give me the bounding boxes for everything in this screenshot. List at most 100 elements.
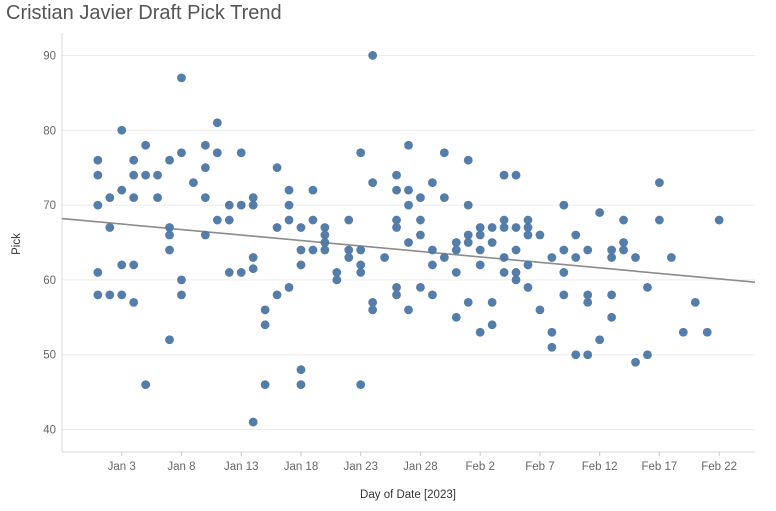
- data-point: [272, 290, 282, 300]
- data-point: [189, 178, 198, 188]
- data-point: [153, 193, 162, 203]
- data-point: [619, 245, 628, 255]
- data-point: [177, 275, 186, 285]
- data-point: [224, 200, 234, 210]
- data-point: [666, 253, 676, 262]
- data-point: [105, 193, 115, 203]
- data-point: [499, 268, 509, 277]
- data-point: [427, 245, 437, 255]
- data-point: [236, 148, 246, 158]
- data-point: [404, 140, 413, 150]
- data-point: [392, 282, 401, 292]
- data-point: [499, 170, 509, 180]
- data-point: [655, 178, 664, 188]
- data-point: [404, 200, 413, 210]
- data-point: [439, 148, 449, 158]
- data-point: [356, 245, 366, 255]
- data-point: [595, 335, 605, 345]
- x-tick-label: Feb 17: [642, 461, 678, 473]
- data-point: [248, 417, 258, 427]
- data-point: [523, 282, 533, 292]
- data-point: [499, 253, 509, 262]
- data-point: [392, 185, 401, 195]
- data-point: [177, 290, 186, 300]
- data-point: [320, 238, 330, 247]
- data-point: [643, 282, 652, 292]
- data-point: [117, 185, 127, 195]
- data-point: [392, 223, 401, 232]
- data-point: [404, 185, 413, 195]
- data-point: [117, 125, 127, 135]
- data-point: [535, 305, 545, 315]
- data-point: [547, 342, 557, 352]
- x-tick-label: Feb 7: [525, 461, 554, 473]
- data-point: [296, 380, 306, 390]
- data-point: [523, 215, 533, 225]
- data-point: [165, 245, 174, 255]
- axes: 40 50 60 70 80 90 Jan 3 Jan 8 Jan 13 Jan 18 Jan 23…: [43, 33, 755, 473]
- x-tick-label: Jan 13: [224, 461, 259, 473]
- data-point: [165, 230, 174, 240]
- y-tick-label: 50: [43, 350, 56, 362]
- data-point: [595, 208, 605, 217]
- y-tick-label: 90: [43, 50, 56, 62]
- data-point: [105, 290, 115, 300]
- x-axis-title: Day of Date [2023]: [360, 489, 456, 501]
- data-point: [607, 253, 617, 262]
- data-point: [655, 215, 664, 225]
- data-point: [212, 118, 222, 128]
- x-tick-label: Jan 18: [284, 461, 319, 473]
- data-point: [643, 350, 652, 360]
- data-point: [439, 193, 449, 203]
- x-tick-label: Feb 12: [582, 461, 618, 473]
- data-point: [129, 155, 139, 165]
- data-point: [200, 230, 210, 240]
- data-point: [248, 264, 258, 274]
- data-point: [200, 193, 210, 203]
- data-point: [571, 350, 581, 360]
- y-tick-label: 40: [43, 425, 56, 437]
- data-point: [416, 282, 425, 292]
- data-point: [499, 223, 509, 232]
- data-point: [260, 305, 270, 315]
- data-point: [559, 268, 569, 277]
- data-point: [475, 223, 485, 232]
- data-point: [619, 238, 628, 247]
- data-point: [224, 268, 234, 277]
- data-point: [344, 215, 354, 225]
- data-point: [356, 268, 366, 277]
- chart-title: Cristian Javier Draft Pick Trend: [6, 2, 282, 24]
- data-point: [463, 297, 473, 307]
- data-point: [487, 320, 497, 330]
- data-point: [200, 140, 210, 150]
- data-point: [416, 215, 425, 225]
- data-point: [619, 215, 628, 225]
- data-point: [380, 253, 390, 262]
- data-point: [463, 230, 473, 240]
- data-point: [368, 305, 378, 315]
- data-point: [583, 297, 593, 307]
- data-point: [105, 223, 115, 232]
- data-point: [296, 260, 306, 270]
- data-point: [141, 140, 151, 150]
- data-point: [141, 170, 151, 180]
- data-point: [451, 245, 461, 255]
- data-point: [165, 223, 174, 232]
- data-point: [607, 312, 617, 322]
- data-point: [248, 253, 258, 262]
- data-point: [427, 260, 437, 270]
- data-point: [547, 253, 557, 262]
- data-point: [260, 380, 270, 390]
- data-point: [463, 155, 473, 165]
- data-point: [93, 200, 103, 210]
- data-point: [439, 253, 449, 262]
- data-point: [523, 230, 533, 240]
- data-point: [320, 230, 330, 240]
- data-point: [475, 230, 485, 240]
- data-point: [392, 215, 401, 225]
- data-point: [344, 253, 354, 262]
- x-tick-label: Jan 28: [403, 461, 438, 473]
- data-point: [392, 170, 401, 180]
- data-point: [332, 275, 342, 285]
